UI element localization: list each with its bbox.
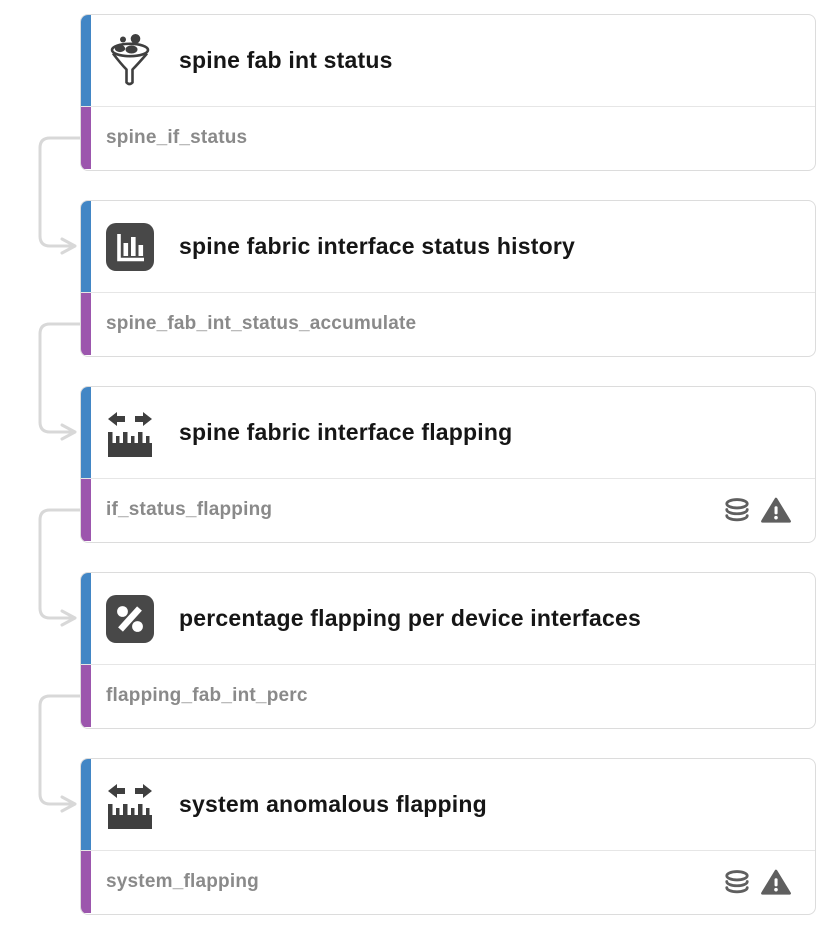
connector-arrow	[38, 136, 82, 255]
database-icon[interactable]	[723, 870, 751, 894]
processor-name: flapping_fab_int_perc	[106, 685, 308, 706]
warning-icon[interactable]	[761, 497, 791, 523]
stage-card-spine-fabric-interface-status-history[interactable]: spine fabric interface status history sp…	[80, 200, 816, 357]
stage-card-percentage-flapping-per-device-interfaces[interactable]: percentage flapping per device interface…	[80, 572, 816, 729]
output-indicators	[723, 869, 791, 895]
connector-arrow	[38, 694, 82, 813]
connector-arrow	[38, 508, 82, 627]
stage-header[interactable]: spine fabric interface flapping	[81, 387, 815, 479]
stage-header[interactable]: system anomalous flapping	[81, 759, 815, 851]
stage-title: system anomalous flapping	[179, 791, 487, 817]
processor-row[interactable]: system_flapping	[81, 851, 815, 913]
stage-title: spine fabric interface flapping	[179, 419, 513, 445]
filter-funnel-icon	[106, 33, 154, 88]
stage-header[interactable]: spine fab int status	[81, 15, 815, 107]
stage-header[interactable]: percentage flapping per device interface…	[81, 573, 815, 665]
processor-name: if_status_flapping	[106, 499, 273, 520]
processor-row[interactable]: spine_fab_int_status_accumulate	[81, 293, 815, 355]
processor-name: spine_fab_int_status_accumulate	[106, 313, 417, 334]
stage-card-system-anomalous-flapping[interactable]: system anomalous flapping system_flappin…	[80, 758, 816, 915]
warning-icon[interactable]	[761, 869, 791, 895]
stage-card-spine-fab-int-status[interactable]: spine fab int status spine_if_status	[80, 14, 816, 171]
database-icon[interactable]	[723, 498, 751, 522]
processor-name: system_flapping	[106, 871, 259, 892]
processor-row[interactable]: spine_if_status	[81, 107, 815, 169]
stage-title: percentage flapping per device interface…	[179, 605, 641, 631]
stage-card-spine-fabric-interface-flapping[interactable]: spine fabric interface flapping if_statu…	[80, 386, 816, 543]
processor-row[interactable]: if_status_flapping	[81, 479, 815, 541]
processor-row[interactable]: flapping_fab_int_perc	[81, 665, 815, 727]
stage-header[interactable]: spine fabric interface status history	[81, 201, 815, 293]
percentage-icon	[106, 592, 154, 646]
connector-arrow	[38, 322, 82, 441]
stage-title: spine fab int status	[179, 47, 393, 73]
processor-name: spine_if_status	[106, 127, 248, 148]
output-indicators	[723, 497, 791, 523]
stage-title: spine fabric interface status history	[179, 233, 575, 259]
bar-chart-icon	[106, 220, 154, 274]
range-flapping-icon	[106, 778, 154, 832]
range-flapping-icon	[106, 406, 154, 460]
